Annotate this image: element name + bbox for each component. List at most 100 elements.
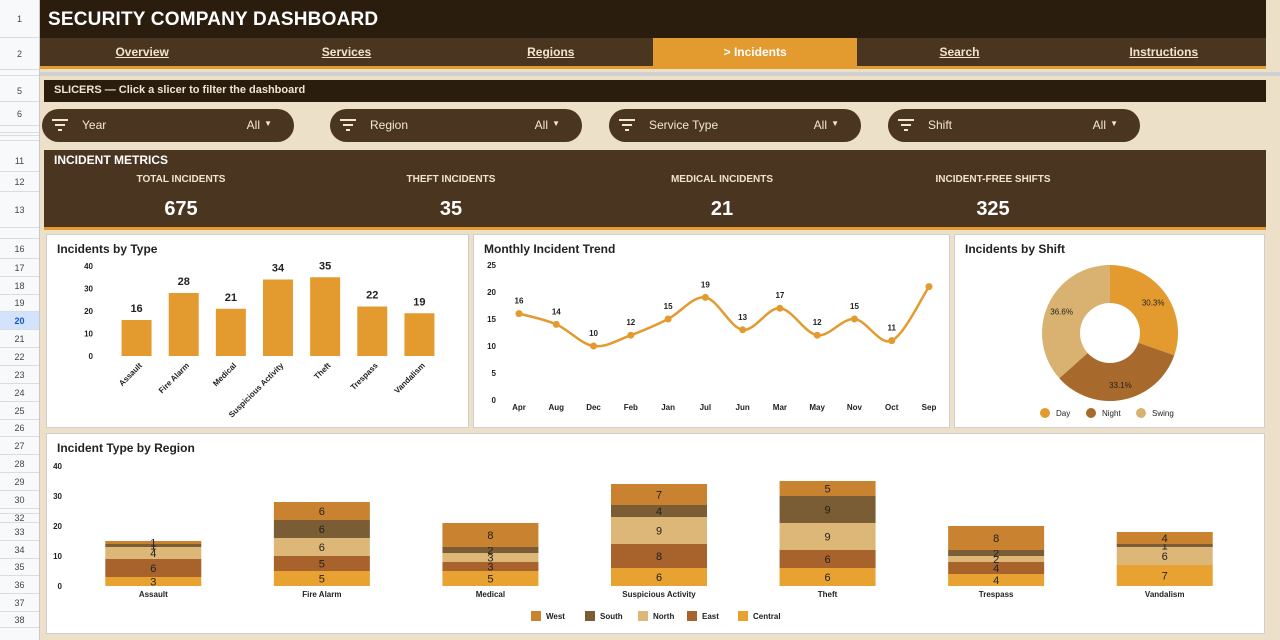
segment-value-label: 8 — [487, 530, 493, 542]
row-number[interactable]: 18 — [0, 277, 39, 295]
x-tick-label: Theft — [312, 361, 332, 381]
stack-segment — [105, 544, 202, 547]
legend-label: Night — [1102, 409, 1121, 418]
row-number[interactable]: 35 — [0, 559, 39, 576]
row-number[interactable] — [0, 509, 39, 514]
row-number[interactable]: 29 — [0, 473, 39, 491]
row-number[interactable]: 34 — [0, 541, 39, 559]
row-number[interactable]: 38 — [0, 612, 39, 628]
metric-label: THEFT INCIDENTS — [406, 174, 496, 185]
tab-services[interactable]: Services — [321, 45, 372, 59]
tab-instructions[interactable]: Instructions — [1129, 45, 1199, 59]
stack-segment — [611, 568, 707, 586]
nav-underline — [40, 66, 1266, 69]
filter-icon — [619, 119, 635, 131]
stack-segment — [779, 550, 876, 568]
stack-segment — [1116, 547, 1213, 565]
row-number[interactable]: 30 — [0, 491, 39, 509]
row-number[interactable]: 21 — [0, 330, 39, 348]
row-number[interactable] — [0, 136, 39, 141]
slicer-region[interactable]: Region All ▼ — [330, 109, 582, 142]
row-number[interactable]: 27 — [0, 437, 39, 455]
slicer-service-type[interactable]: Service Type All ▼ — [609, 109, 861, 142]
caret-down-icon: ▼ — [264, 119, 272, 128]
data-point — [552, 320, 560, 328]
bar — [168, 293, 199, 356]
bar — [215, 308, 246, 356]
row-number[interactable]: 33 — [0, 523, 39, 541]
x-tick-label: Oct — [885, 403, 899, 412]
separator-bar — [40, 72, 1280, 76]
segment-value-label: 6 — [150, 563, 156, 575]
data-point — [701, 293, 709, 301]
row-number[interactable]: 13 — [0, 192, 39, 228]
segment-value-label: 2 — [993, 548, 999, 560]
row-number[interactable]: 25 — [0, 402, 39, 420]
stack-segment — [105, 541, 202, 544]
y-tick-label: 15 — [487, 315, 496, 324]
row-number[interactable]: 32 — [0, 514, 39, 523]
row-number[interactable]: 1 — [0, 0, 39, 38]
legend-label: Day — [1056, 409, 1070, 418]
x-tick-label: Aug — [548, 403, 564, 412]
x-tick-label: Jan — [661, 403, 675, 412]
tab-regions[interactable]: Regions — [527, 45, 575, 59]
row-number[interactable]: 28 — [0, 455, 39, 473]
row-number[interactable] — [0, 126, 39, 133]
legend-label: South — [600, 612, 623, 621]
x-tick-label: Vandalism — [392, 361, 426, 395]
bar-value-label: 19 — [413, 296, 425, 308]
segment-value-label: 3 — [150, 577, 156, 589]
stack-segment — [273, 556, 370, 571]
legend-marker — [531, 611, 541, 621]
row-number[interactable]: 5 — [0, 80, 39, 102]
row-number[interactable]: 16 — [0, 239, 39, 259]
row-number[interactable]: 12 — [0, 172, 39, 192]
tab-overview[interactable]: Overview — [115, 45, 169, 59]
row-number[interactable]: 23 — [0, 366, 39, 384]
bar — [357, 306, 388, 356]
stack-segment — [273, 520, 370, 538]
row-number[interactable]: 6 — [0, 102, 39, 126]
legend-label: Swing — [1152, 409, 1174, 418]
legend-marker — [1040, 408, 1050, 418]
row-number[interactable] — [0, 232, 39, 239]
point-value-label: 13 — [738, 313, 747, 322]
point-value-label: 17 — [775, 291, 784, 300]
point-value-label: 12 — [813, 318, 822, 327]
stack-segment — [442, 562, 539, 571]
row-number[interactable]: 24 — [0, 384, 39, 402]
y-tick-label: 40 — [53, 462, 62, 471]
slicer-shift[interactable]: Shift All ▼ — [888, 109, 1140, 142]
tab-incidents[interactable]: > Incidents — [652, 38, 858, 66]
row-number[interactable]: 2 — [0, 38, 39, 70]
slicer-value: All — [246, 118, 260, 132]
stack-segment — [779, 496, 876, 523]
row-number[interactable] — [0, 133, 39, 136]
caret-down-icon: ▼ — [1110, 119, 1118, 128]
segment-value-label: 6 — [825, 572, 831, 584]
tab-search[interactable]: Search — [939, 45, 980, 59]
row-number[interactable]: 19 — [0, 295, 39, 312]
data-point — [739, 326, 747, 334]
x-tick-label: Assault — [139, 590, 168, 599]
bar-value-label: 28 — [178, 276, 190, 288]
row-number[interactable]: 37 — [0, 594, 39, 612]
row-number[interactable] — [0, 70, 39, 76]
point-value-label: 14 — [552, 307, 561, 316]
row-number[interactable]: 20 — [0, 312, 39, 330]
row-number[interactable]: 36 — [0, 576, 39, 594]
row-number-gutter: 1 2 5 6 11 12 13 16 17 18 19 20 21 22 23 24 25 26 27 28 29 30… — [0, 0, 40, 640]
segment-value-label: 5 — [319, 574, 325, 586]
slicer-year[interactable]: Year All ▼ — [42, 109, 294, 142]
x-tick-label: Mar — [773, 403, 787, 412]
slicer-label: Region — [370, 118, 409, 132]
row-number[interactable]: 11 — [0, 150, 39, 172]
data-point — [813, 331, 821, 339]
legend-marker — [1086, 408, 1096, 418]
row-number[interactable]: 26 — [0, 420, 39, 437]
data-point — [850, 315, 858, 323]
row-number[interactable]: 22 — [0, 348, 39, 366]
row-number[interactable]: 17 — [0, 259, 39, 277]
